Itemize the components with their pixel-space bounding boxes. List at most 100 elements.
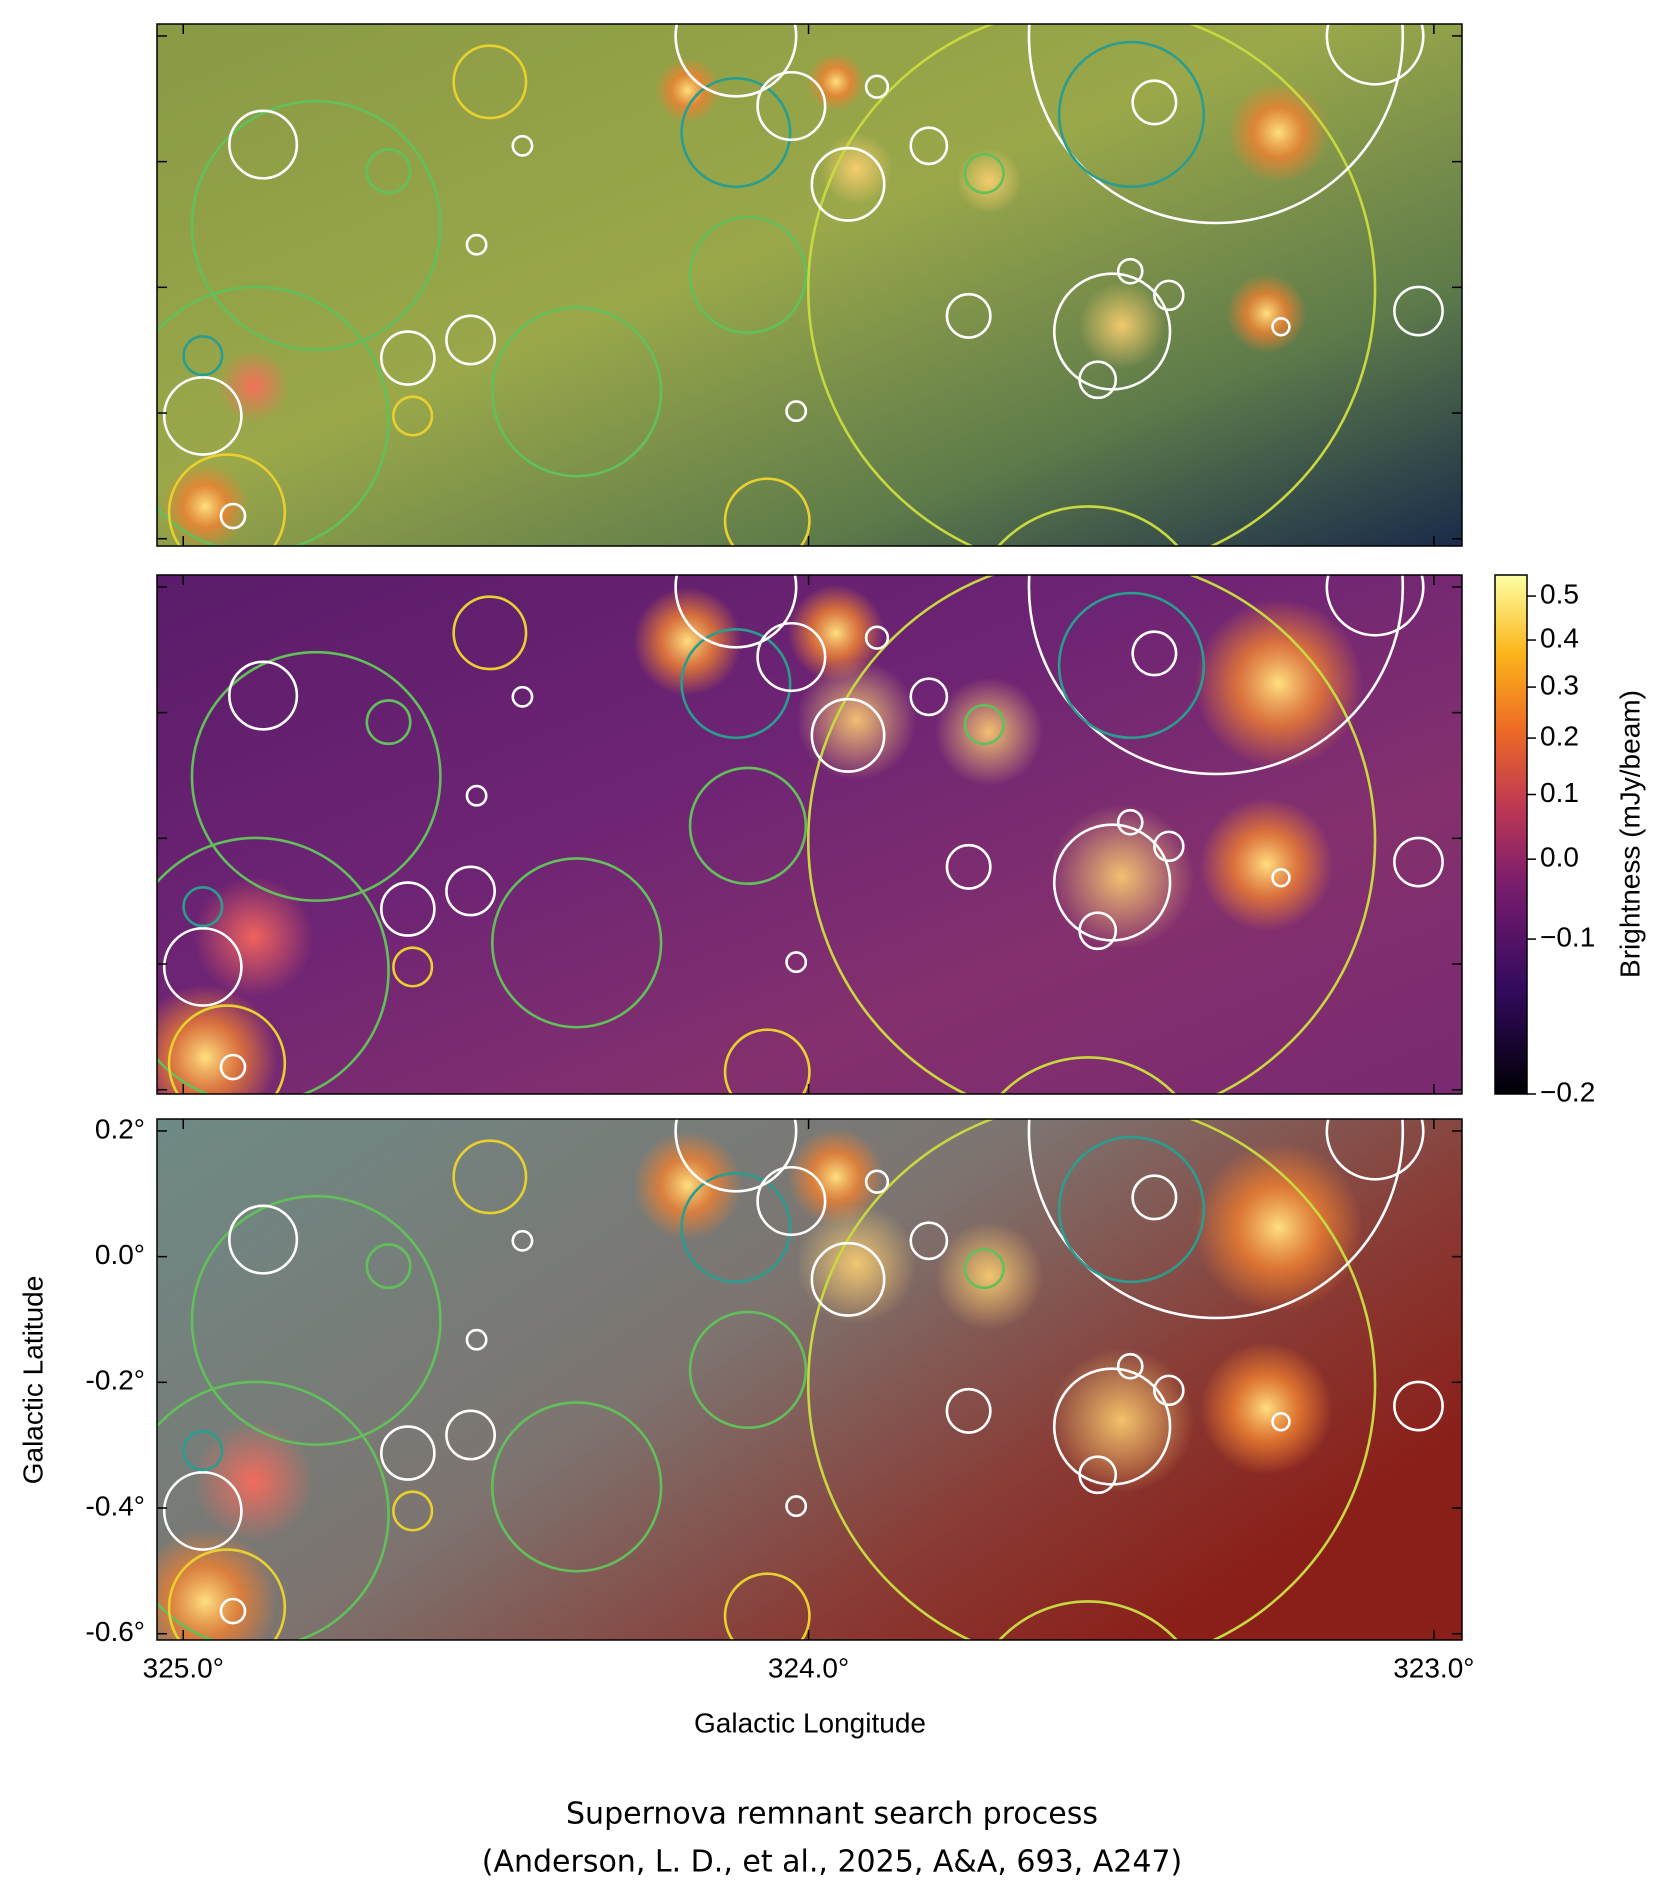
emission-region (1200, 798, 1333, 931)
emission-region (193, 876, 314, 998)
region-circle (864, 625, 890, 650)
caption: Supernova remnant search process (566, 1797, 1098, 1832)
region-circle (997, 1600, 1179, 1640)
emission-region (157, 1529, 278, 1640)
region-circle (1153, 1374, 1185, 1407)
region-circle (1057, 591, 1206, 740)
region-circle (219, 1053, 247, 1081)
region-circle (909, 677, 949, 717)
emission-region (157, 985, 278, 1094)
region-circle (674, 575, 798, 649)
emission-region (655, 57, 721, 123)
region-circle (1271, 867, 1291, 888)
region-circle (1131, 79, 1178, 126)
region-circle (1271, 1411, 1291, 1432)
region-circle (511, 1229, 534, 1252)
region-circle (219, 502, 247, 530)
region-circle (1078, 911, 1118, 951)
colorbar-tick-label: −0.2 (1540, 1076, 1595, 1107)
region-circle (465, 784, 488, 807)
region-circle (1131, 630, 1178, 677)
emission-region (1194, 599, 1363, 768)
region-circle (723, 1572, 811, 1640)
region-circle (1078, 360, 1118, 400)
region-circle (756, 70, 827, 142)
region-circle (785, 951, 808, 974)
region-circle (380, 330, 436, 386)
emission-region (193, 1420, 314, 1542)
region-circle (182, 1430, 224, 1472)
colorbar-tick-label: 0.0 (1540, 842, 1579, 873)
region-circle (445, 865, 496, 917)
region-circle (688, 766, 808, 886)
y-tick-label: 0.0° (95, 1239, 145, 1270)
region-circle (945, 843, 992, 890)
region-circle (157, 1380, 390, 1640)
region-circle (1027, 575, 1405, 776)
region-circle (1116, 1352, 1144, 1380)
region-circle (810, 146, 886, 222)
emission-region (1049, 804, 1195, 949)
region-circle (1027, 24, 1405, 225)
region-circle (392, 395, 434, 437)
colorbar-label: Brightness (mJy/beam) (1614, 690, 1645, 978)
region-circle (680, 627, 792, 740)
region-circle (807, 575, 1377, 1094)
region-circle (1153, 279, 1185, 312)
emission-region (796, 1203, 917, 1325)
region-circle (1057, 1135, 1206, 1284)
region-circle (228, 109, 299, 180)
region-circle (157, 285, 390, 546)
region-circle (182, 886, 224, 928)
y-tick-label: -0.2° (86, 1365, 145, 1396)
colorbar-tick-label: 0.3 (1540, 669, 1579, 700)
y-tick-label: 0.2° (95, 1113, 145, 1144)
region-circle (1325, 575, 1425, 637)
region-circle (490, 306, 663, 478)
region-circle (445, 314, 496, 366)
region-circle (452, 44, 528, 120)
region-circle (365, 699, 412, 746)
region-circle (365, 148, 412, 195)
panel-frame (156, 574, 1463, 1095)
region-circle (228, 1204, 299, 1275)
region-circle (674, 1119, 798, 1193)
region-circle (1325, 24, 1425, 86)
emission-region (1078, 282, 1166, 369)
colorbar-tick-label: 0.1 (1540, 777, 1579, 808)
region-circle (490, 857, 663, 1029)
image-panel (157, 24, 1462, 546)
region-circle (182, 335, 224, 377)
region-circle (807, 24, 1377, 546)
region-circle (190, 99, 442, 351)
emission-region (796, 659, 917, 781)
region-circle (1393, 836, 1444, 888)
region-circle (167, 1548, 287, 1640)
image-panel (157, 575, 1462, 1094)
region-circle (490, 1401, 663, 1573)
region-circle (785, 1495, 808, 1518)
region-circle (864, 74, 890, 99)
region-circle (723, 1028, 811, 1094)
region-circle (228, 660, 299, 731)
panels (157, 24, 1462, 1640)
emission-region (1227, 81, 1330, 184)
region-circle (909, 126, 949, 166)
panel-frame (156, 1118, 1463, 1641)
emission-region (1226, 273, 1307, 354)
region-circle (756, 621, 827, 693)
region-circle (157, 836, 390, 1094)
region-circle (365, 1243, 412, 1290)
region-circle (162, 1471, 243, 1551)
region-circle (810, 697, 886, 773)
region-circle (1116, 808, 1144, 836)
region-circle (680, 76, 792, 189)
region-circle (996, 505, 1180, 546)
region-circle (1078, 1455, 1118, 1495)
region-circle (963, 1247, 1005, 1290)
region-circle (1393, 1380, 1444, 1432)
region-circle (511, 134, 534, 157)
region-circle (190, 650, 442, 902)
y-tick-label: -0.4° (86, 1490, 145, 1521)
